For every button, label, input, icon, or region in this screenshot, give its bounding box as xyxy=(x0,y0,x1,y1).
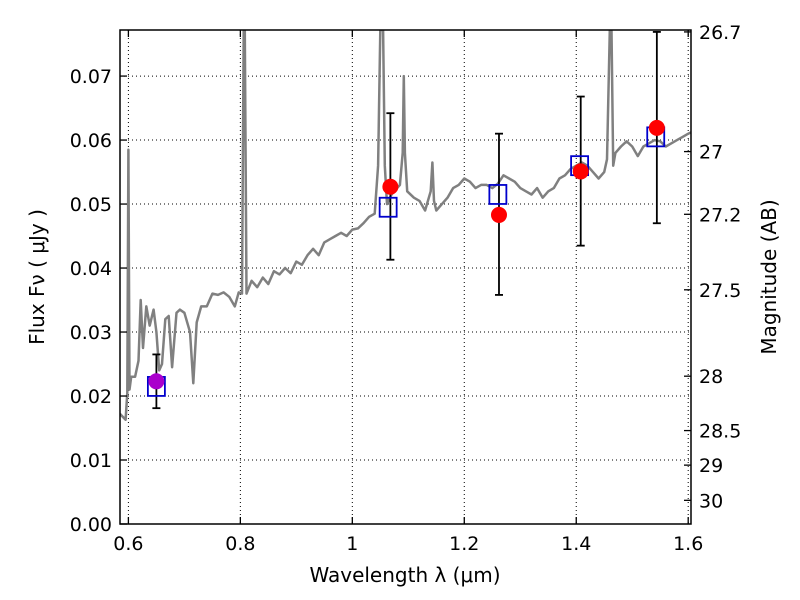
plot-area xyxy=(120,30,691,421)
x-tick-label: 0.8 xyxy=(225,533,255,555)
model-photometry-square xyxy=(378,196,398,218)
right-tick-label: 28 xyxy=(699,366,723,388)
plot-background xyxy=(120,30,691,524)
x-tick-label: 1.2 xyxy=(449,533,479,555)
axis-ticks xyxy=(120,30,691,525)
y-tick-label: 0.06 xyxy=(70,130,112,152)
right-tick-label: 27 xyxy=(699,142,723,164)
tick-labels: 0.6 0.8 1 1.2 1.4 1.6 0.00 0.01 0.02 0.03 0.04 0.05… xyxy=(70,22,742,555)
observed-photometry-point xyxy=(572,163,589,180)
y-tick-label: 0.00 xyxy=(70,514,112,536)
observed-photometry-markers xyxy=(148,119,665,390)
observed-photometry-point xyxy=(490,206,507,223)
y-tick-label: 0.01 xyxy=(70,450,112,472)
y-tick-label: 0.03 xyxy=(70,322,112,344)
y-axis-label: Flux Fν ( μJy ) xyxy=(25,209,49,345)
x-tick-label: 1 xyxy=(346,533,358,555)
model-photometry-square xyxy=(488,184,508,205)
x-tick-label: 0.6 xyxy=(113,533,143,555)
right-tick-label: 27.2 xyxy=(699,204,741,226)
right-axis-label: Magnitude (AB) xyxy=(757,199,781,354)
y-tick-label: 0.02 xyxy=(70,386,112,408)
right-tick-label: 28.5 xyxy=(699,421,741,443)
observed-photometry-point xyxy=(148,373,165,390)
right-tick-label: 30 xyxy=(699,490,723,512)
observed-photometry-point xyxy=(382,178,399,195)
observed-photometry-point xyxy=(648,119,665,136)
y-tick-label: 0.04 xyxy=(70,258,112,280)
right-tick-label: 27.5 xyxy=(699,280,741,302)
x-axis-label: Wavelength λ (μm) xyxy=(309,563,500,587)
right-tick-label: 26.7 xyxy=(699,22,741,44)
x-tick-label: 1.6 xyxy=(673,533,703,555)
y-tick-label: 0.05 xyxy=(70,194,112,216)
right-tick-label: 29 xyxy=(699,455,723,477)
plot-frame xyxy=(119,29,692,525)
x-tick-label: 1.4 xyxy=(561,533,591,555)
y-tick-label: 0.07 xyxy=(70,66,112,88)
